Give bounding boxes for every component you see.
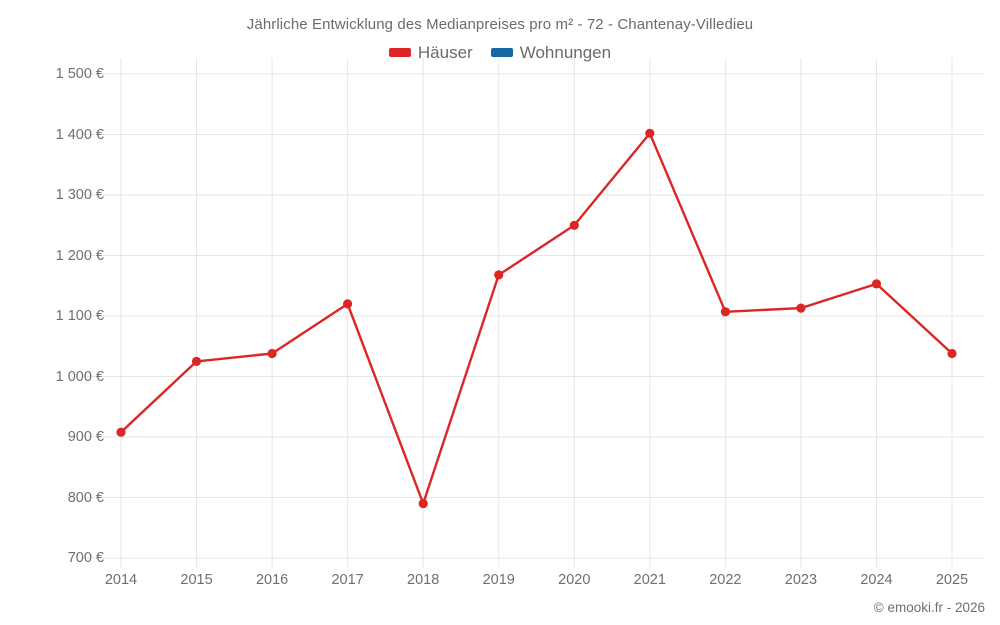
data-point[interactable] — [796, 303, 806, 313]
data-point[interactable] — [116, 427, 126, 437]
data-point[interactable] — [418, 499, 428, 509]
y-axis-tick-label: 700 € — [67, 550, 104, 566]
x-axis-tick-label: 2020 — [558, 572, 591, 588]
data-point[interactable] — [191, 356, 202, 366]
x-axis-tick-label: 2014 — [104, 572, 138, 588]
y-axis-tick-label: 1 000 € — [55, 368, 104, 385]
x-axis-tick-label: 2016 — [255, 572, 289, 588]
chart-legend: Häuser Wohnungen — [0, 44, 1000, 61]
chart-title: Jährliche Entwicklung des Medianpreises … — [246, 16, 754, 33]
x-axis-tick-label: 2024 — [860, 572, 893, 588]
legend-item-hauser[interactable]: Häuser — [388, 43, 473, 62]
series-markers — [116, 128, 957, 509]
x-axis-tick-label: 2018 — [407, 572, 440, 588]
x-axis-tick-label: 2025 — [935, 572, 969, 588]
y-axis-tick-label: 1 200 € — [55, 247, 104, 264]
chart-credit: © emooki.fr - 2026 — [873, 600, 985, 615]
x-axis-tick-label: 2015 — [180, 572, 213, 588]
data-point[interactable] — [947, 348, 957, 359]
y-axis-tick-label: 900 € — [67, 429, 104, 445]
x-axis-tick-label: 2019 — [482, 572, 515, 588]
series-line-häuser — [119, 132, 954, 505]
x-axis-tick-label: 2021 — [633, 572, 666, 588]
x-axis-tick-label: 2023 — [784, 572, 818, 588]
y-axis-tick-label: 1 100 € — [55, 308, 104, 324]
legend-swatch-icon — [490, 48, 513, 57]
data-point[interactable] — [871, 279, 882, 289]
data-point[interactable] — [645, 128, 655, 138]
data-point[interactable] — [720, 307, 731, 317]
data-point[interactable] — [569, 220, 579, 230]
y-axis-tick-label: 1 500 € — [55, 66, 104, 82]
y-axis-tick-label: 800 € — [67, 489, 104, 506]
legend-swatch-icon — [388, 48, 411, 57]
y-axis-tick-label: 1 300 € — [55, 187, 104, 203]
legend-label-hauser: Häuser — [417, 43, 473, 62]
x-axis-tick-label: 2017 — [331, 572, 364, 588]
data-point[interactable] — [343, 299, 353, 309]
legend-label-wohnungen: Wohnungen — [519, 43, 612, 62]
data-point[interactable] — [267, 348, 277, 359]
series-lines — [119, 132, 954, 505]
grid-lines — [85, 58, 985, 567]
y-axis-tick-label: 1 400 € — [55, 126, 104, 143]
data-point[interactable] — [494, 270, 504, 280]
legend-item-wohnungen[interactable]: Wohnungen — [490, 43, 612, 62]
x-axis-tick-label: 2022 — [709, 572, 742, 588]
